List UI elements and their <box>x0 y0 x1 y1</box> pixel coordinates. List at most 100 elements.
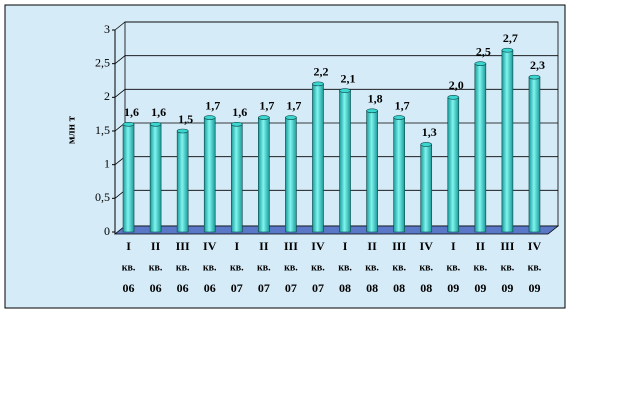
x-tick-label: 08 <box>420 281 432 295</box>
x-tick-label: IV <box>420 239 434 253</box>
value-label: 1,7 <box>286 98 301 112</box>
x-tick-label: 09 <box>501 281 513 295</box>
x-tick-label: кв. <box>474 262 488 273</box>
x-tick-label: IV <box>528 239 542 253</box>
bar <box>312 83 324 233</box>
y-tick-label: 2 <box>104 89 110 103</box>
y-tick-label: 2,5 <box>95 55 110 69</box>
bar-top <box>474 61 487 66</box>
bar <box>149 123 162 233</box>
value-label: 2,2 <box>313 65 328 79</box>
x-tick-label: кв. <box>203 262 217 273</box>
x-tick-label: I <box>126 239 131 253</box>
x-tick-label: 06 <box>204 281 216 295</box>
value-label: 1,6 <box>124 105 139 119</box>
x-tick-label: кв. <box>365 262 379 273</box>
bar-top <box>203 115 216 120</box>
y-tick-label: 0,5 <box>95 190 110 204</box>
bar <box>122 123 135 233</box>
bar-top <box>149 121 162 127</box>
x-tick-label: 07 <box>312 281 324 295</box>
bar <box>258 117 270 233</box>
x-tick-label: 07 <box>285 281 297 295</box>
value-label: 1,7 <box>259 98 274 112</box>
bar <box>528 76 541 233</box>
bar <box>393 117 405 233</box>
x-tick-label: II <box>151 239 161 253</box>
x-tick-label: III <box>500 239 514 253</box>
x-tick-label: II <box>259 239 269 253</box>
y-tick-label: 1 <box>104 156 110 170</box>
bar-top <box>230 121 243 127</box>
x-tick-label: кв. <box>149 262 163 273</box>
value-label: 1,6 <box>151 105 166 119</box>
x-tick-label: 07 <box>231 281 243 295</box>
x-tick-label: III <box>176 239 190 253</box>
x-tick-label: 09 <box>528 281 540 295</box>
x-tick-label: III <box>284 239 298 253</box>
bar <box>230 123 243 233</box>
bar-top <box>420 142 433 147</box>
x-tick-label: II <box>476 239 486 253</box>
value-label: 1,7 <box>395 98 410 112</box>
value-label: 2,3 <box>530 58 545 72</box>
x-tick-label: III <box>392 239 406 253</box>
bar-top <box>393 115 405 120</box>
x-tick-label: кв. <box>446 262 460 273</box>
x-tick-label: кв. <box>176 262 190 273</box>
bar <box>203 117 216 233</box>
bar <box>501 49 514 233</box>
x-tick-label: кв. <box>419 262 433 273</box>
x-tick-label: I <box>343 239 348 253</box>
x-tick-label: кв. <box>257 262 271 273</box>
value-label: 2,5 <box>476 44 491 58</box>
x-tick-label: 08 <box>366 281 378 295</box>
x-tick-label: кв. <box>284 262 298 273</box>
x-tick-label: кв. <box>501 262 515 273</box>
y-tick-label: 0 <box>104 224 110 238</box>
bar <box>420 144 433 233</box>
x-tick-label: кв. <box>338 262 352 273</box>
bar <box>447 97 460 233</box>
bar <box>285 117 297 233</box>
bar-top <box>528 74 541 80</box>
bar-top <box>339 88 351 93</box>
x-tick-label: IV <box>203 239 217 253</box>
x-tick-label: кв. <box>528 262 542 273</box>
bar <box>339 90 351 233</box>
value-label: 1,5 <box>178 112 193 126</box>
x-tick-label: 08 <box>393 281 405 295</box>
value-label: 2,0 <box>449 78 464 92</box>
bar-top <box>176 128 189 134</box>
bar-top <box>312 81 324 87</box>
x-tick-label: 07 <box>258 281 270 295</box>
bar-top <box>258 115 270 120</box>
value-label: 2,1 <box>341 71 356 85</box>
bar-top <box>285 115 297 120</box>
x-tick-label: 06 <box>123 281 135 295</box>
value-label: 2,7 <box>503 31 518 45</box>
bar <box>474 63 487 233</box>
bar <box>176 130 189 233</box>
x-tick-label: I <box>234 239 239 253</box>
y-axis-label: млн т <box>66 115 78 144</box>
bar-top <box>447 95 460 100</box>
grid-line <box>114 55 126 64</box>
bar-top <box>501 47 514 53</box>
floor <box>113 225 560 235</box>
value-label: 1,8 <box>368 92 383 106</box>
x-tick-label: II <box>367 239 377 253</box>
x-tick-label: кв. <box>311 262 325 273</box>
grid-line <box>114 21 126 31</box>
x-tick-label: 09 <box>474 281 486 295</box>
x-tick-label: 08 <box>339 281 351 295</box>
x-tick-label: 09 <box>447 281 459 295</box>
y-tick-label: 3 <box>104 22 110 36</box>
bar-top <box>122 121 135 127</box>
bar <box>366 110 378 233</box>
value-label: 1,3 <box>422 125 437 139</box>
grid-line <box>114 89 126 98</box>
x-tick-label: 06 <box>150 281 162 295</box>
